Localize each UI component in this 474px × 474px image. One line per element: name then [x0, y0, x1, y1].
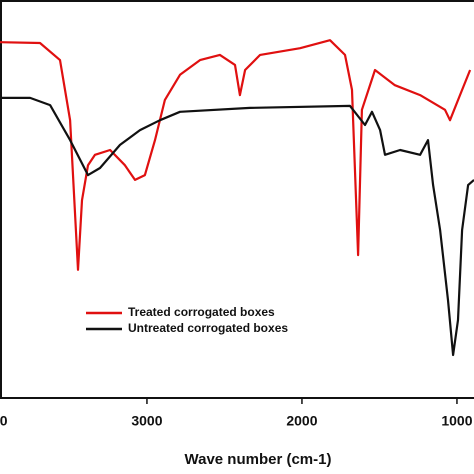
legend-label: Untreated corrogated boxes	[128, 321, 288, 335]
spectrum-line	[0, 39, 472, 271]
x-tick-label: 4000	[0, 413, 8, 429]
legend-label: Treated corrogated boxes	[128, 305, 275, 319]
x-axis-title: Wave number (cm-1)	[185, 451, 332, 468]
spectrum-line	[0, 96, 474, 357]
x-tick-label: 3000	[131, 413, 162, 429]
x-tick-label: 1000	[441, 413, 472, 429]
plot-frame	[0, 0, 474, 399]
x-tick-label: 2000	[286, 413, 317, 429]
